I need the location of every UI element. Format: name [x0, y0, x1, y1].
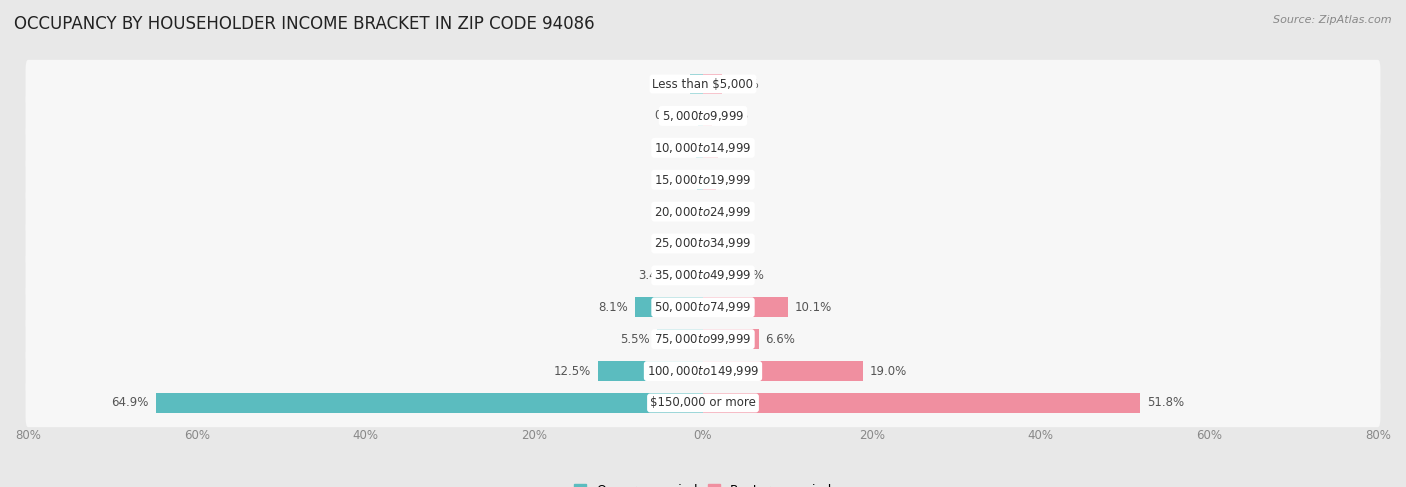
FancyBboxPatch shape [25, 155, 1381, 204]
Text: 1.8%: 1.8% [725, 237, 755, 250]
Bar [689, 234, 703, 253]
FancyBboxPatch shape [25, 92, 1381, 140]
Bar [703, 265, 727, 285]
Bar [703, 74, 723, 94]
Bar [699, 202, 703, 222]
Text: 12.5%: 12.5% [554, 365, 591, 377]
Text: 0.84%: 0.84% [652, 141, 689, 154]
FancyBboxPatch shape [25, 60, 1381, 108]
Bar [703, 202, 713, 222]
Text: 51.8%: 51.8% [1147, 396, 1184, 410]
FancyBboxPatch shape [25, 315, 1381, 363]
Text: 1.1%: 1.1% [718, 205, 749, 218]
Text: 0.46%: 0.46% [655, 205, 692, 218]
Text: 2.9%: 2.9% [734, 269, 763, 282]
FancyBboxPatch shape [25, 379, 1381, 427]
Text: OCCUPANCY BY HOUSEHOLDER INCOME BRACKET IN ZIP CODE 94086: OCCUPANCY BY HOUSEHOLDER INCOME BRACKET … [14, 15, 595, 33]
Text: $75,000 to $99,999: $75,000 to $99,999 [654, 332, 752, 346]
Text: $50,000 to $74,999: $50,000 to $74,999 [654, 300, 752, 314]
Text: 0.66%: 0.66% [654, 173, 690, 186]
Text: 0.58%: 0.58% [654, 110, 692, 122]
Text: $5,000 to $9,999: $5,000 to $9,999 [662, 109, 744, 123]
Bar [598, 361, 703, 381]
Bar [156, 393, 703, 413]
Bar [703, 234, 718, 253]
Text: 1.1%: 1.1% [718, 110, 749, 122]
Text: Less than $5,000: Less than $5,000 [652, 77, 754, 91]
Text: $20,000 to $24,999: $20,000 to $24,999 [654, 205, 752, 219]
Text: 2.3%: 2.3% [730, 77, 759, 91]
FancyBboxPatch shape [25, 347, 1381, 395]
Text: 10.1%: 10.1% [794, 301, 832, 314]
Bar [703, 106, 713, 126]
Text: $35,000 to $49,999: $35,000 to $49,999 [654, 268, 752, 282]
FancyBboxPatch shape [25, 219, 1381, 268]
Text: $10,000 to $14,999: $10,000 to $14,999 [654, 141, 752, 155]
Bar [697, 170, 703, 189]
Text: Source: ZipAtlas.com: Source: ZipAtlas.com [1274, 15, 1392, 25]
Bar [703, 138, 718, 158]
FancyBboxPatch shape [25, 124, 1381, 172]
Text: 6.6%: 6.6% [765, 333, 796, 346]
Text: 1.5%: 1.5% [723, 173, 752, 186]
Bar [703, 329, 759, 349]
Text: $150,000 or more: $150,000 or more [650, 396, 756, 410]
Text: 1.5%: 1.5% [654, 77, 683, 91]
Bar [696, 138, 703, 158]
Bar [703, 361, 863, 381]
Text: 5.5%: 5.5% [620, 333, 650, 346]
Text: 64.9%: 64.9% [111, 396, 149, 410]
Text: $25,000 to $34,999: $25,000 to $34,999 [654, 237, 752, 250]
Legend: Owner-occupied, Renter-occupied: Owner-occupied, Renter-occupied [574, 484, 832, 487]
Text: $15,000 to $19,999: $15,000 to $19,999 [654, 173, 752, 187]
Bar [634, 298, 703, 317]
Text: 19.0%: 19.0% [870, 365, 907, 377]
FancyBboxPatch shape [25, 283, 1381, 332]
Bar [703, 298, 789, 317]
Text: 8.1%: 8.1% [598, 301, 628, 314]
Bar [657, 329, 703, 349]
Text: 3.4%: 3.4% [638, 269, 668, 282]
Bar [703, 170, 716, 189]
Bar [699, 106, 703, 126]
Text: $100,000 to $149,999: $100,000 to $149,999 [647, 364, 759, 378]
Text: 1.6%: 1.6% [652, 237, 683, 250]
Bar [675, 265, 703, 285]
Bar [690, 74, 703, 94]
FancyBboxPatch shape [25, 251, 1381, 300]
Bar [703, 393, 1140, 413]
Text: 1.8%: 1.8% [725, 141, 755, 154]
FancyBboxPatch shape [25, 187, 1381, 236]
